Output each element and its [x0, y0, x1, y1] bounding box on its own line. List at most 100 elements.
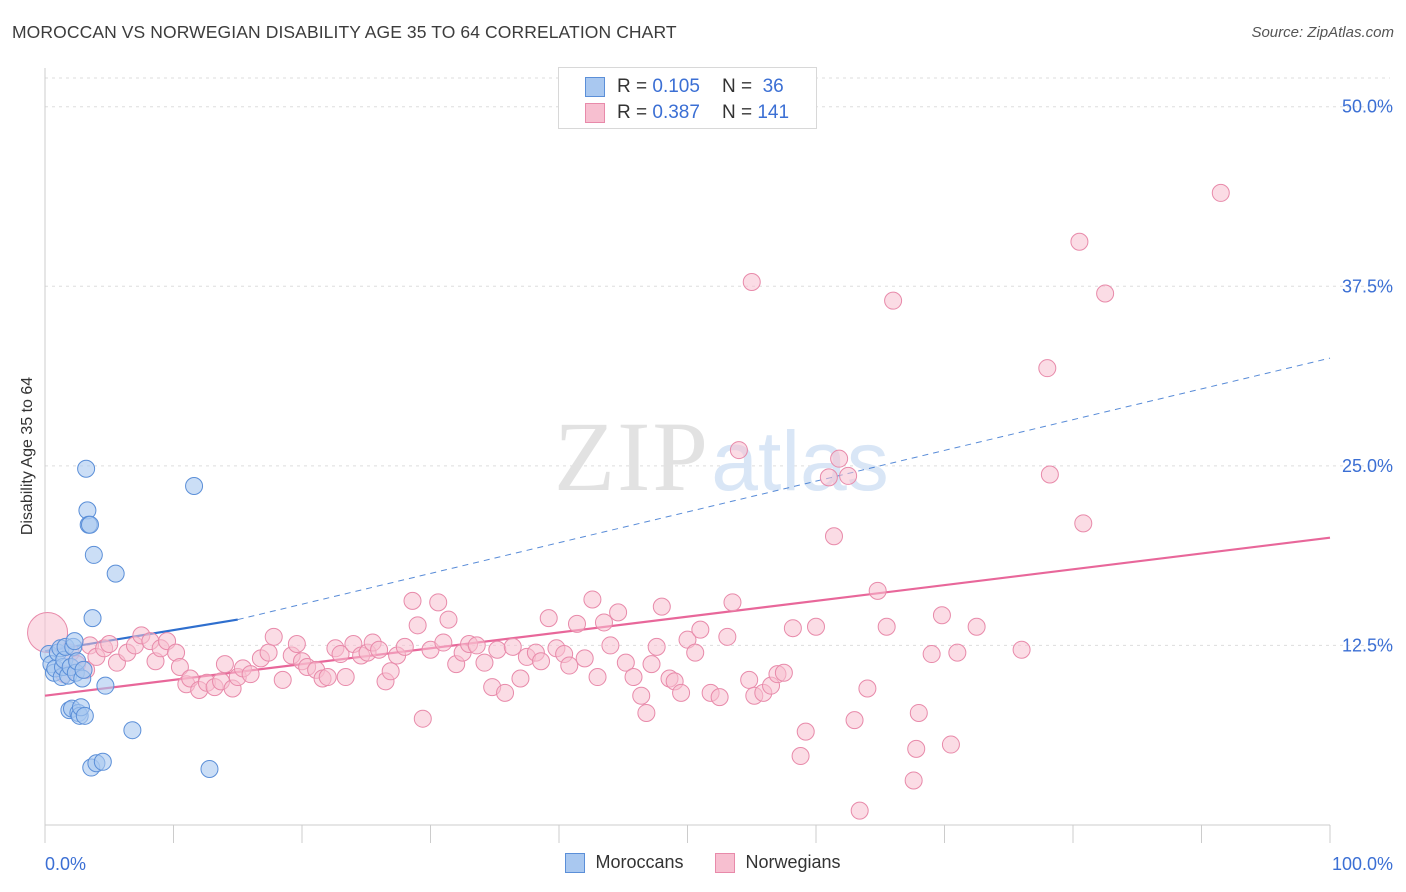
norwegians-point [403, 591, 422, 610]
norwegians-point [381, 662, 400, 681]
norwegians-point [723, 593, 742, 612]
x-tick-label-max: 100.0% [1332, 854, 1393, 874]
norwegians-point [948, 643, 967, 662]
moroccans-points [39, 459, 219, 778]
norwegians-point [877, 617, 896, 636]
norwegians-point [413, 709, 432, 728]
moroccans-point [65, 632, 84, 651]
norwegians-point [609, 603, 628, 622]
norwegians-point [632, 686, 651, 705]
n-label: N = [721, 102, 753, 123]
norwegians-point [868, 581, 887, 600]
moroccans-point [74, 660, 93, 679]
moroccans-swatch [585, 77, 605, 97]
norwegians-point [845, 711, 864, 730]
x-tick-label-min: 0.0% [45, 854, 86, 874]
r-value: 0.387 [652, 102, 700, 123]
norwegians-point [511, 669, 530, 688]
moroccans-point [75, 706, 94, 725]
norwegians-point [567, 614, 586, 633]
norwegians-point [241, 665, 260, 684]
legend-label-norwegians: Norwegians [745, 852, 841, 872]
watermark-atlas: atlas [711, 414, 888, 508]
norwegians-point [1040, 465, 1059, 484]
norwegians-point [594, 613, 613, 632]
norwegians-point [686, 643, 705, 662]
norwegians-point [331, 645, 350, 664]
y-tick-label: 50.0% [1342, 97, 1393, 117]
norwegians-point [395, 637, 414, 656]
legend-item-norwegians[interactable]: Norwegians [715, 852, 841, 873]
moroccans-point [84, 545, 103, 564]
norwegians-point [742, 272, 761, 291]
norwegians-point [642, 655, 661, 674]
norwegians-point [539, 609, 558, 628]
norwegians-point [475, 653, 494, 672]
norwegians-point [560, 656, 579, 675]
norwegians-point [774, 663, 793, 682]
norwegians-point [824, 527, 843, 546]
moroccans-point [80, 515, 99, 534]
norwegians-point [941, 735, 960, 754]
norwegians-point [588, 668, 607, 687]
norwegians-point [264, 627, 283, 646]
norwegians-point [259, 643, 278, 662]
norwegians-points [27, 183, 1230, 820]
norwegians-point [830, 449, 849, 468]
watermark: ZIP atlas [554, 401, 889, 512]
moroccans-point [93, 752, 112, 771]
norwegians-point [904, 771, 923, 790]
norwegians-point [791, 747, 810, 766]
r-label: R = [617, 102, 648, 123]
moroccans-point [96, 676, 115, 695]
tick-labels: 12.5% 25.0% 37.5% 50.0% 0.0% 100.0% [45, 97, 1393, 874]
source-label: Source: ZipAtlas.com [1251, 24, 1394, 41]
norwegians-point [884, 291, 903, 310]
norwegians-point [922, 645, 941, 664]
norwegians-point [647, 637, 666, 656]
norwegians-point [1074, 514, 1093, 533]
n-value: 141 [757, 102, 790, 123]
norwegians-point [434, 633, 453, 652]
norwegians-point [1211, 183, 1230, 202]
legend-label-moroccans: Moroccans [595, 852, 684, 872]
norwegians-point [819, 468, 838, 487]
r-value: 0.105 [652, 76, 700, 97]
moroccans-point [83, 609, 102, 628]
norwegians-point [691, 620, 710, 639]
legend-item-moroccans[interactable]: Moroccans [565, 852, 683, 873]
norwegians-point [601, 636, 620, 655]
norwegians-point [624, 668, 643, 687]
norwegians-point [273, 670, 292, 689]
norwegians-point [616, 653, 635, 672]
stats-row-norwegians: R = 0.387 N = 141 [585, 101, 789, 125]
norwegians-point [429, 593, 448, 612]
norwegians-point [783, 619, 802, 638]
norwegians-point [532, 652, 551, 671]
norwegians-point [488, 640, 507, 659]
norwegians-point [850, 801, 869, 820]
norwegians-point [1070, 232, 1089, 251]
moroccans-point [200, 759, 219, 778]
moroccans-trend-extension [237, 357, 1331, 621]
moroccans-point [106, 564, 125, 583]
norwegians-point [907, 739, 926, 758]
y-tick-label: 25.0% [1342, 456, 1393, 476]
chart-title: MOROCCAN VS NORWEGIAN DISABILITY AGE 35 … [12, 22, 677, 42]
norwegians-point [170, 657, 189, 676]
watermark-zip: ZIP [554, 401, 710, 512]
norwegians-point [370, 640, 389, 659]
grid-lines [45, 77, 1390, 646]
norwegians-point [336, 668, 355, 687]
norwegians-point [710, 688, 729, 707]
norwegians-point [439, 610, 458, 629]
r-label: R = [617, 76, 648, 97]
norwegians-point [729, 441, 748, 460]
norwegians-swatch [585, 103, 605, 123]
norwegians-point [967, 617, 986, 636]
norwegians-point [503, 637, 522, 656]
norwegians-point [318, 668, 337, 687]
norwegians-point [796, 722, 815, 741]
norwegians-point [583, 590, 602, 609]
axes [44, 68, 1331, 843]
